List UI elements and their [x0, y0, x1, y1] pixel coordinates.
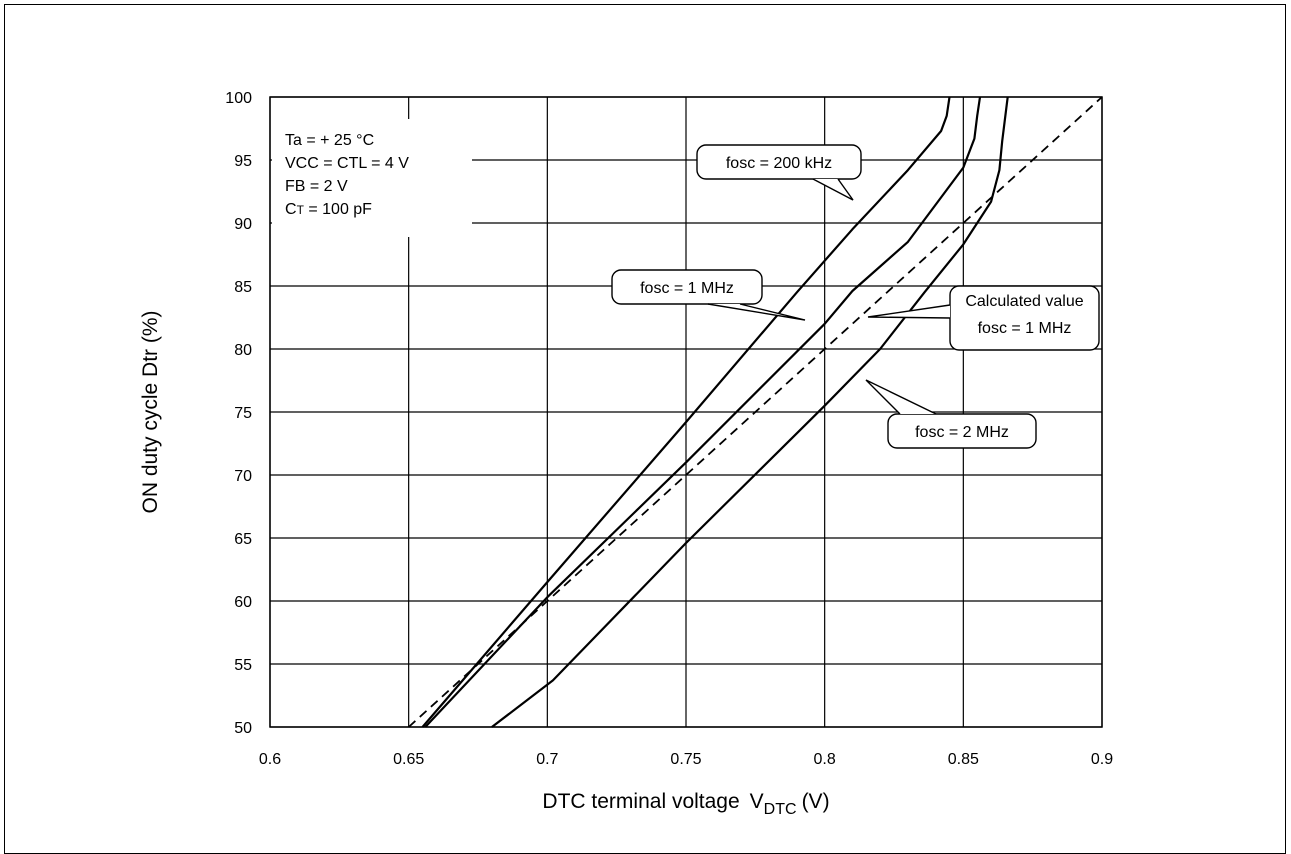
x-tick-label: 0.7: [536, 751, 558, 768]
condition-line: FB = 2 V: [285, 178, 348, 195]
x-tick-label: 0.85: [948, 751, 979, 768]
y-tick-label: 90: [234, 216, 252, 233]
callout-leader: [867, 304, 951, 319]
y-tick-label: 50: [234, 720, 252, 737]
callout-box: [611, 269, 763, 305]
callout-text: fosc = 200 kHz: [726, 155, 832, 172]
callout: fosc = 1 MHz: [611, 269, 806, 321]
callout-leader: [707, 303, 806, 321]
y-tick-labels: 50 55 60 65 70 75 80 85 90 95 100: [225, 90, 252, 737]
series-line-fosc-1-mhz: [424, 96, 982, 728]
x-axis-title-subscript: DTC: [764, 801, 797, 818]
conditions-background: [272, 119, 472, 237]
y-tick-label: 70: [234, 468, 252, 485]
x-axis-title-text: DTC terminal voltage: [542, 790, 739, 813]
x-axis-title-symbol: V: [750, 790, 764, 813]
y-tick-label: 95: [234, 153, 252, 170]
y-tick-label: 75: [234, 405, 252, 422]
x-tick-label: 0.75: [670, 751, 701, 768]
series-line-fosc-200-khz: [421, 96, 951, 728]
y-tick-label: 55: [234, 657, 252, 674]
y-tick-label: 65: [234, 531, 252, 548]
series-lines: [408, 96, 1103, 728]
x-tick-labels: 0.6 0.65 0.7 0.75 0.8 0.85 0.9: [259, 751, 1113, 768]
x-tick-label: 0.6: [259, 751, 281, 768]
callout-text: fosc = 2 MHz: [915, 424, 1009, 441]
y-tick-label: 80: [234, 342, 252, 359]
y-tick-label: 85: [234, 279, 252, 296]
test-conditions: Ta = + 25 °C VCC = CTL = 4 V FB = 2 V CT = …: [285, 132, 409, 218]
callout-text: Calculated value: [965, 293, 1083, 310]
series-line-calculated-value: [408, 96, 1103, 728]
callout-box: [696, 144, 862, 180]
x-tick-label: 0.8: [814, 751, 836, 768]
callout: fosc = 2 MHz: [865, 379, 1037, 449]
y-axis-title: ON duty cycle Dtr (%): [139, 310, 162, 513]
callout-text: fosc = 1 MHz: [978, 320, 1072, 337]
x-axis-title-unit: (V): [802, 790, 830, 813]
x-axis-title: DTC terminal voltage VDTC (V): [542, 790, 829, 818]
callout-leader: [812, 178, 854, 201]
plot-border: [269, 96, 1103, 728]
condition-line: VCC = CTL = 4 V: [285, 155, 409, 172]
x-tick-label: 0.9: [1091, 751, 1113, 768]
series-line-fosc-2-mhz: [491, 96, 1009, 728]
callout: Calculated value fosc = 1 MHz: [867, 285, 1100, 351]
x-tick-label: 0.65: [393, 751, 424, 768]
callout-leader: [865, 379, 937, 415]
y-tick-label: 100: [225, 90, 252, 107]
condition-line: CT = 100 pF: [285, 201, 372, 218]
y-tick-label: 60: [234, 594, 252, 611]
condition-line: Ta = + 25 °C: [285, 132, 374, 149]
callout: fosc = 200 kHz: [696, 144, 862, 201]
callout-box: [887, 413, 1037, 449]
callout-text: fosc = 1 MHz: [640, 280, 734, 297]
